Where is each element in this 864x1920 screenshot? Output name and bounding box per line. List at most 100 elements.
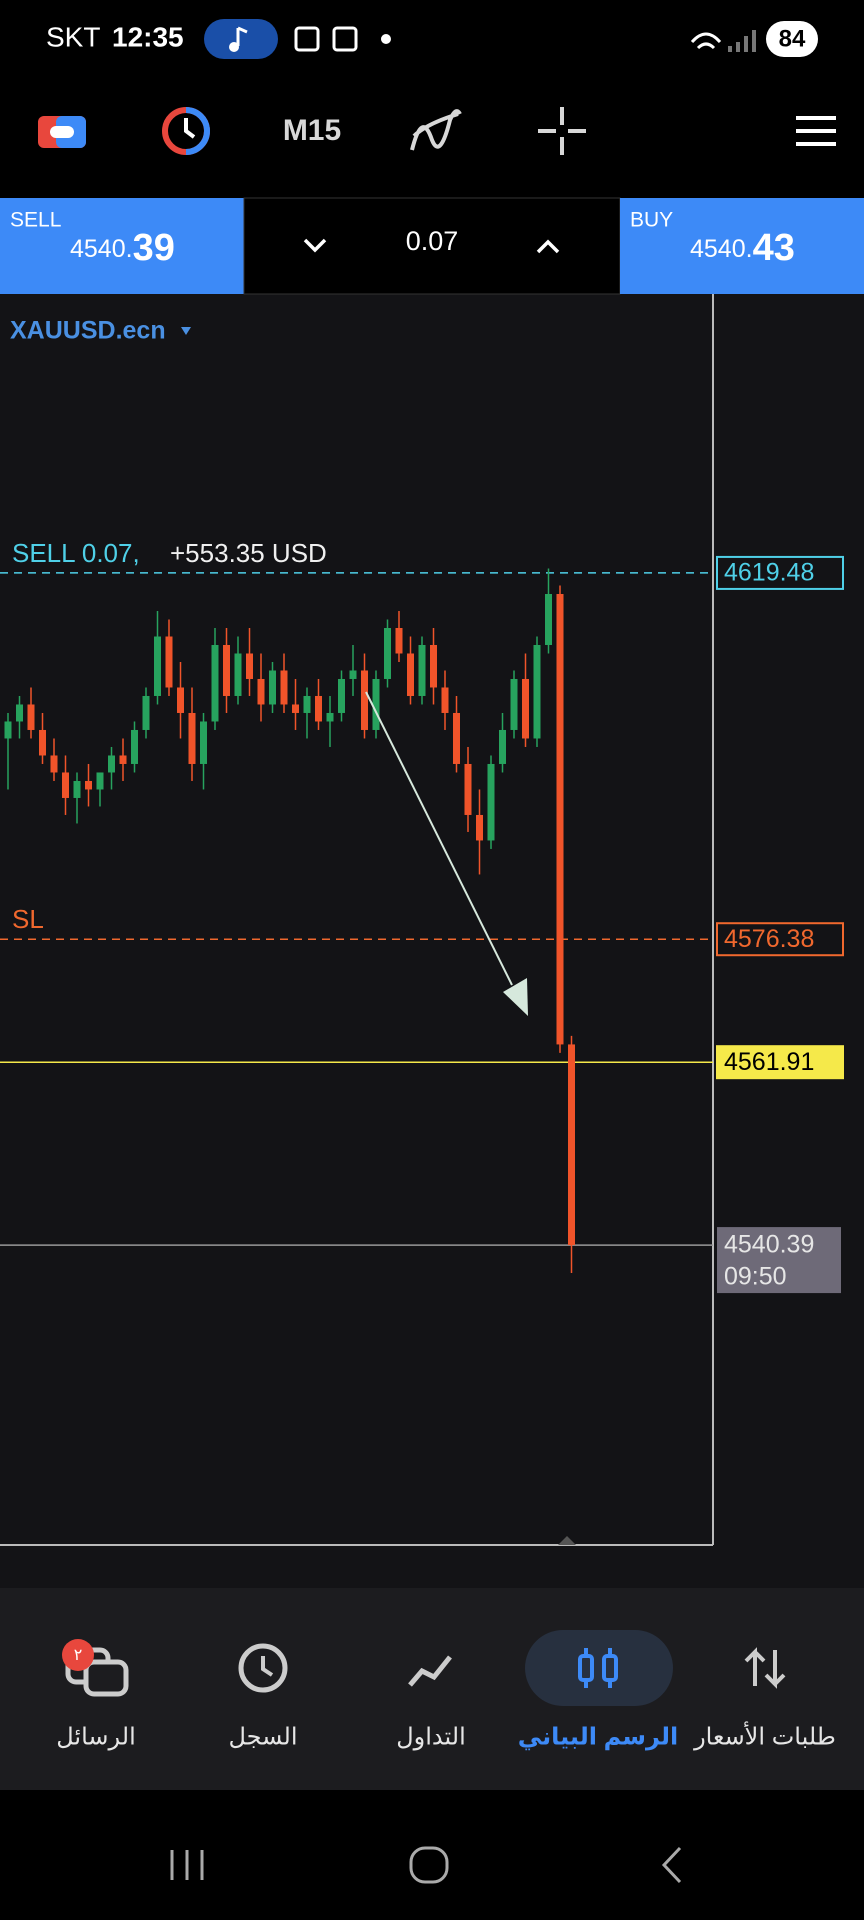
candle-body <box>349 670 357 679</box>
stop-loss-label: 4576.38 <box>724 925 814 953</box>
position-label: 4619.48 <box>724 559 814 587</box>
wifi-icon <box>690 32 722 50</box>
top-bar-background <box>0 0 864 198</box>
candle-body <box>545 594 552 645</box>
candle-body <box>62 772 69 798</box>
screen-icon <box>332 26 358 52</box>
chart-icon <box>578 1654 594 1682</box>
candle-body <box>361 670 368 730</box>
music-pill <box>204 19 278 59</box>
symbol[interactable]: XAUUSD.ecn <box>10 317 166 345</box>
candle-body <box>372 678 380 730</box>
candle-body <box>430 644 437 688</box>
candle-body <box>476 814 483 841</box>
carrier: SKT <box>46 21 100 52</box>
sell-price-big: 39 <box>133 227 175 269</box>
buy-price: 4540.43 <box>690 227 795 269</box>
trend-arrow-head <box>503 978 528 1016</box>
home-button[interactable] <box>409 1846 449 1884</box>
candle-body <box>246 653 253 679</box>
candle-body <box>85 780 92 790</box>
marker-label-box <box>716 1045 844 1080</box>
position-label-box <box>716 555 844 590</box>
candle-body <box>418 644 426 696</box>
nav-label[interactable]: السجل <box>228 1723 297 1750</box>
chart-icon <box>602 1654 618 1682</box>
clock: 12:35 <box>112 21 184 52</box>
menu-button[interactable] <box>796 116 836 146</box>
candle-body <box>533 644 541 739</box>
session-icon-part <box>185 107 210 155</box>
candle-body <box>177 687 184 713</box>
volume-down[interactable] <box>303 238 327 253</box>
symbol-dropdown[interactable] <box>181 327 191 335</box>
candle-body <box>27 704 35 730</box>
volume-box <box>243 197 621 295</box>
candle-body <box>510 678 518 730</box>
music-icon <box>236 26 248 46</box>
candle-body <box>384 627 391 679</box>
crosshair-button[interactable] <box>538 107 586 155</box>
nav-label[interactable]: التداول <box>396 1723 466 1750</box>
candle-body <box>39 729 46 756</box>
sell-price: 4540.39 <box>70 227 175 269</box>
account-icon-part <box>50 126 74 138</box>
buy-button[interactable] <box>620 198 864 294</box>
badge <box>62 1639 94 1671</box>
active-tab-pill <box>525 1630 673 1706</box>
nav-label[interactable]: الرسم البياني <box>518 1723 678 1750</box>
bid-label-box <box>717 1227 841 1294</box>
stop-loss-label-box <box>716 922 844 957</box>
battery-level: 84 <box>779 25 806 52</box>
candle-body <box>487 763 495 841</box>
buy-label: BUY <box>630 209 673 232</box>
recents-button[interactable] <box>170 1850 204 1880</box>
trade-icon <box>408 1655 452 1687</box>
screen-icon <box>294 26 320 52</box>
candle-body <box>407 653 414 696</box>
nav-label[interactable]: الرسائل <box>56 1723 136 1750</box>
candle-body <box>154 636 161 696</box>
sell-label: SELL <box>10 209 61 232</box>
candle-body <box>108 755 115 773</box>
candle-body <box>165 636 173 688</box>
candle-body <box>211 644 219 722</box>
nav-label[interactable]: طلبات الأسعار <box>693 1721 836 1750</box>
candle-body <box>338 678 345 713</box>
candle-body <box>188 712 196 764</box>
marker-label: 4561.91 <box>724 1048 814 1076</box>
candle-body <box>280 670 288 705</box>
candle-body <box>50 755 58 773</box>
sell-price-prefix: 4540. <box>70 235 133 263</box>
candle-body <box>464 763 472 815</box>
history-icon <box>238 1643 288 1693</box>
candle-body <box>234 653 242 696</box>
candle-body <box>4 721 12 739</box>
buy-price-prefix: 4540. <box>690 235 753 263</box>
trend-arrow <box>365 691 513 986</box>
history-icon-hand <box>261 1656 274 1677</box>
sell-button[interactable] <box>0 198 244 294</box>
candle-body <box>142 695 150 730</box>
bottom-nav <box>0 1588 864 1790</box>
volume-up[interactable] <box>536 239 560 254</box>
candle-body <box>257 678 265 705</box>
dot <box>381 34 391 44</box>
candle-body <box>131 729 138 764</box>
quotes-icon <box>744 1647 786 1689</box>
candle-body <box>568 1044 575 1246</box>
candle-body <box>303 695 311 713</box>
volume[interactable]: 0.07 <box>406 226 459 256</box>
timeframe-button[interactable]: M15 <box>283 114 341 147</box>
candle-body <box>269 670 276 705</box>
candle-body <box>556 594 564 1045</box>
candle-body <box>200 721 207 764</box>
candle-body <box>441 687 449 713</box>
back-button[interactable] <box>661 1846 682 1884</box>
indicators-button[interactable] <box>410 109 462 151</box>
stop-loss-tag: SL <box>12 904 44 934</box>
chart-layer: 4619.48 4576.38 4561.91 4540.39 09:50 SELL 0.… <box>0 538 844 1294</box>
candle-body <box>499 729 506 764</box>
